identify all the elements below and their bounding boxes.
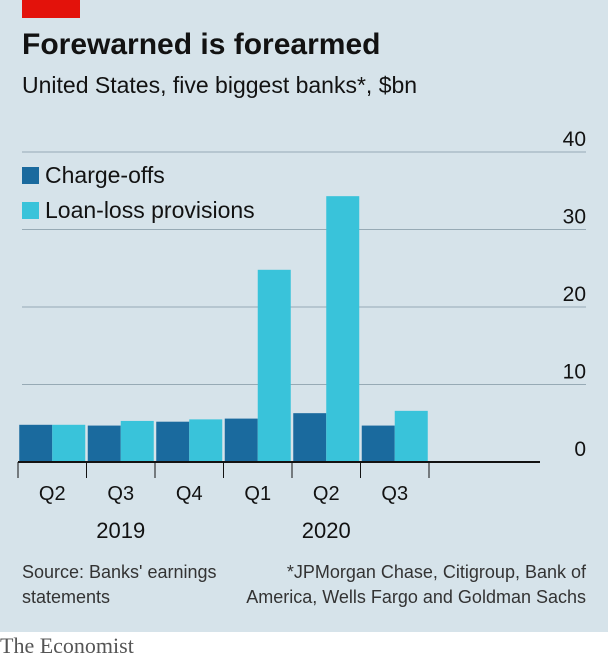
legend-item-loan-loss-provisions: Loan-loss provisions (22, 193, 255, 228)
bar-loan-loss-provisions (394, 410, 428, 462)
bar-charge-offs (361, 425, 395, 462)
source-note: Source: Banks' earnings statements (22, 562, 217, 607)
x-tick-label: Q2 (313, 483, 340, 505)
legend: Charge-offs Loan-loss provisions (22, 158, 255, 228)
chart-title: Forewarned is forearmed (22, 28, 381, 61)
bar-chart: 0 10 20 30 40 Q2 Q3 Q4 Q1 Q2 Q3 2019 2020 (17, 128, 586, 543)
bar-loan-loss-provisions (52, 424, 86, 462)
x-tick-label: Q2 (39, 483, 66, 505)
x-tick-label: Q1 (244, 483, 271, 505)
y-tick-label: 20 (563, 283, 586, 306)
chart-panel (0, 0, 608, 632)
legend-swatch-charge-offs (22, 167, 39, 184)
chart-subtitle: United States, five biggest banks*, $bn (22, 72, 418, 98)
bar-charge-offs (156, 421, 190, 462)
year-label: 2020 (302, 518, 351, 543)
bar-loan-loss-provisions (257, 269, 291, 462)
bar-charge-offs (19, 424, 53, 462)
legend-swatch-loan-loss-provisions (22, 202, 39, 219)
brand-wordmark: The Economist (0, 633, 134, 658)
bar-charge-offs (87, 425, 121, 462)
y-tick-label: 0 (574, 438, 586, 461)
y-tick-label: 10 (563, 361, 586, 384)
bar-loan-loss-provisions (326, 196, 360, 463)
y-tick-label: 30 (563, 206, 586, 229)
brand-red-tag (22, 0, 80, 18)
legend-item-charge-offs: Charge-offs (22, 158, 255, 193)
legend-label-loan-loss-provisions: Loan-loss provisions (45, 197, 255, 223)
bar-charge-offs (224, 418, 258, 462)
bar-loan-loss-provisions (189, 419, 223, 462)
y-tick-label: 40 (563, 128, 586, 151)
bar-loan-loss-provisions (120, 420, 154, 462)
x-tick-label: Q4 (176, 483, 203, 505)
year-label: 2019 (96, 518, 145, 543)
x-tick-label: Q3 (107, 483, 134, 505)
x-tick-label: Q3 (381, 483, 408, 505)
legend-label-charge-offs: Charge-offs (45, 162, 165, 188)
footnote: *JPMorgan Chase, Citigroup, Bank of Amer… (246, 562, 586, 607)
bar-charge-offs (293, 413, 327, 462)
